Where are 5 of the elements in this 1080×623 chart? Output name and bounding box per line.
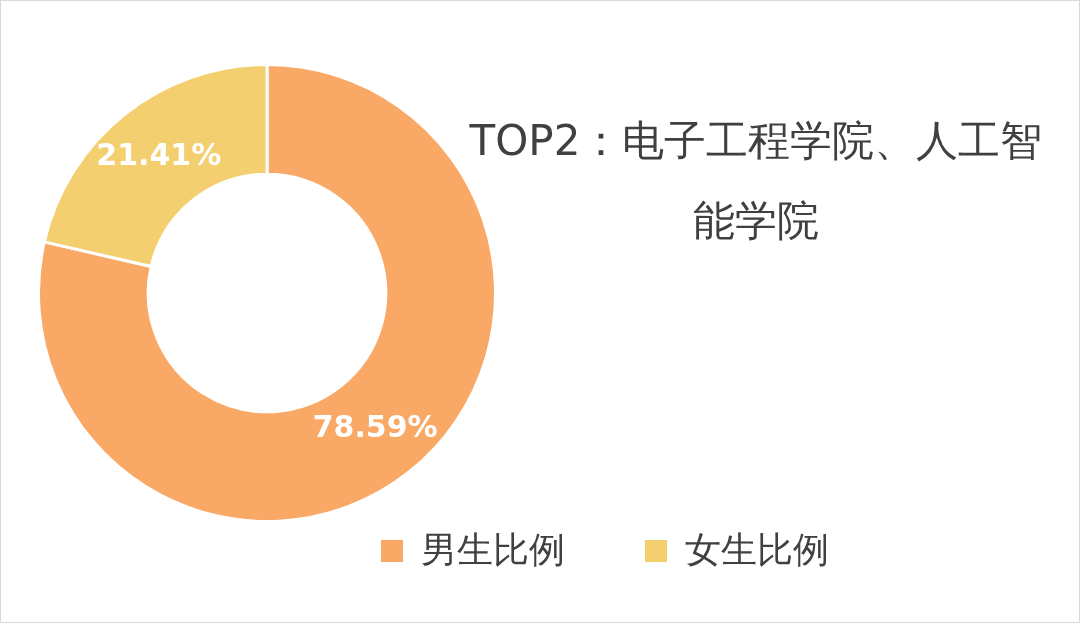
data-label: 78.59% [312, 408, 438, 444]
legend-label: 女生比例 [685, 528, 829, 572]
text: TOP2：电子工程学院、人工智能学院 [468, 115, 1044, 247]
data-label: 21.41% [96, 136, 222, 172]
legend-label: 男生比例 [421, 528, 565, 572]
